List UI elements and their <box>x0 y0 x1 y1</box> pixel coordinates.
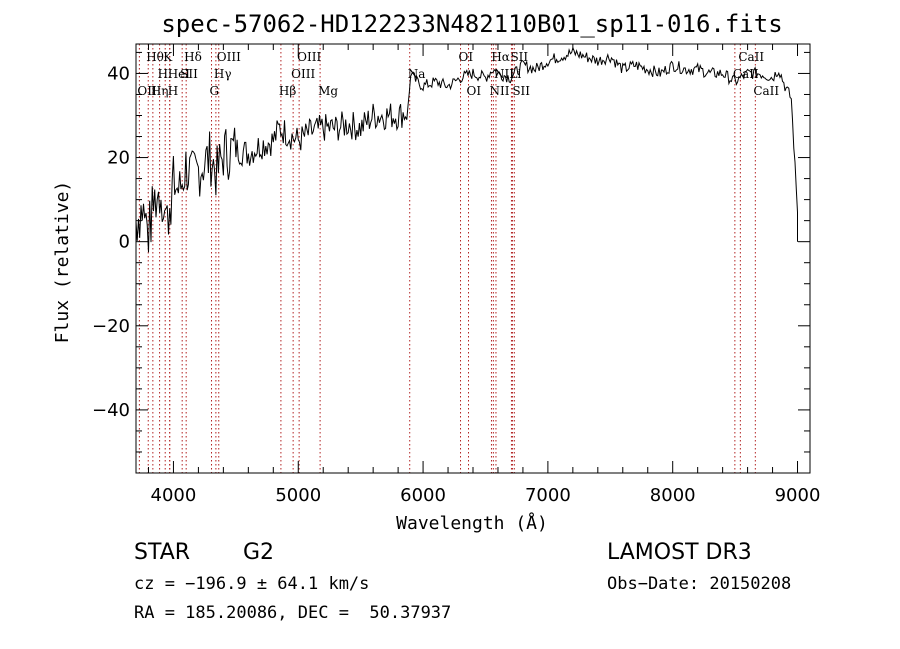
y-tick-label: 0 <box>119 232 130 253</box>
line-label: OIII <box>297 50 321 64</box>
line-label: K <box>163 50 173 64</box>
line-label: Hδ <box>184 50 202 64</box>
spectrum-line <box>135 46 798 253</box>
line-label: SII <box>180 67 198 81</box>
line-label: OIII <box>217 50 241 64</box>
line-label: Hα <box>491 50 510 64</box>
line-label: OI <box>467 84 482 98</box>
line-label: Mg <box>318 84 338 98</box>
spectrum-series <box>135 46 798 253</box>
x-tick-label: 7000 <box>525 485 571 506</box>
x-tick-label: 4000 <box>151 485 197 506</box>
survey-name: LAMOST DR3 <box>607 540 752 565</box>
line-label: HeI <box>168 67 191 81</box>
line-label: OI <box>459 50 474 64</box>
y-axis-label: Flux (relative) <box>52 181 73 344</box>
line-label: SII <box>512 84 530 98</box>
x-tick-label: 8000 <box>650 485 696 506</box>
ra-dec: RA = 185.20086, DEC = 50.37937 <box>134 603 452 623</box>
y-tick-label: 20 <box>107 148 130 169</box>
obs-date: Obs−Date: 20150208 <box>607 574 792 594</box>
line-label: Hγ <box>214 67 232 81</box>
x-tick-label: 6000 <box>400 485 446 506</box>
chart-title: spec-57062-HD122233N482110B01_sp11-016.f… <box>161 10 782 38</box>
line-label: CaII <box>753 84 779 98</box>
line-label: Na <box>408 67 426 81</box>
y-tick-label: −20 <box>92 316 130 337</box>
object-subclass: G2 <box>243 540 275 565</box>
line-label: OIII <box>291 67 315 81</box>
line-label: NII <box>494 67 514 81</box>
object-class: STAR <box>134 540 191 565</box>
line-label: H <box>168 84 178 98</box>
line-markers <box>138 44 756 473</box>
line-label: CaII <box>733 67 759 81</box>
y-tick-label: −40 <box>92 400 130 421</box>
line-label: OII <box>137 84 157 98</box>
line-label: Hβ <box>279 84 296 98</box>
redshift-value: cz = −196.9 ± 64.1 km/s <box>134 574 370 594</box>
line-label: Li <box>509 67 521 81</box>
line-label: NII <box>489 84 509 98</box>
line-label: H <box>158 67 168 81</box>
x-axis-label: Wavelength (Å) <box>396 512 548 534</box>
y-tick-label: 40 <box>107 63 130 84</box>
line-label: SII <box>510 50 528 64</box>
x-tick-label: 5000 <box>275 485 321 506</box>
line-label: Hη <box>151 84 169 98</box>
axis-ticks: 4000 5000 6000 7000 8000 9000 −40 −20 0 20 40 <box>92 44 820 506</box>
line-label: G <box>210 84 220 98</box>
line-label: Hθ <box>146 50 164 64</box>
plot-frame <box>135 43 811 474</box>
line-label: CaII <box>738 50 764 64</box>
x-tick-label: 9000 <box>775 485 821 506</box>
